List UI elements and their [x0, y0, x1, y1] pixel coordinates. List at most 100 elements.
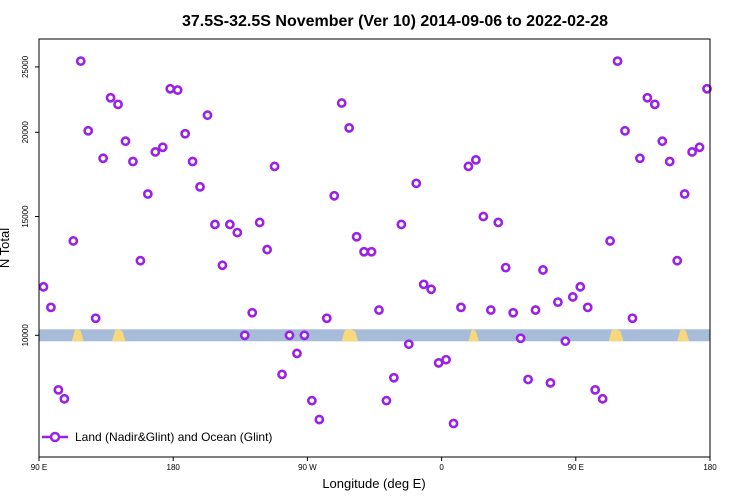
- data-point: [98, 153, 109, 164]
- x-tick-label: 90 E: [568, 463, 584, 472]
- data-point: [351, 231, 362, 242]
- land-patch: [71, 329, 84, 342]
- data-point: [515, 333, 526, 344]
- data-point: [202, 110, 213, 121]
- x-axis: 90 E 180 90 W 0 90 E 180: [31, 457, 717, 472]
- data-point: [120, 136, 131, 147]
- data-point: [75, 56, 86, 67]
- data-point: [254, 217, 265, 228]
- data-point: [172, 85, 183, 95]
- data-point: [329, 190, 340, 201]
- data-point: [664, 156, 675, 167]
- data-point: [545, 377, 556, 388]
- plot-frame: [38, 38, 711, 458]
- data-point: [411, 178, 422, 189]
- data-point: [336, 98, 347, 108]
- x-tick-label: 180: [167, 463, 181, 472]
- land-patch: [112, 329, 126, 342]
- x-tick-label: 90 W: [298, 463, 317, 472]
- data-point: [232, 227, 243, 238]
- data-point: [694, 142, 705, 153]
- data-point: [269, 161, 280, 172]
- data-point: [105, 92, 116, 103]
- data-point: [470, 154, 481, 165]
- data-point: [575, 281, 586, 292]
- data-point: [627, 313, 638, 324]
- land-patch: [341, 329, 359, 342]
- data-point: [217, 260, 228, 271]
- data-point: [135, 255, 146, 266]
- ocean-band: [39, 329, 710, 342]
- land-patch: [677, 329, 690, 342]
- legend-marker: [49, 431, 61, 443]
- data-point: [224, 219, 235, 230]
- data-point: [448, 418, 459, 429]
- data-point: [306, 395, 317, 406]
- data-point: [46, 302, 56, 313]
- data-point: [508, 307, 519, 318]
- data-point: [292, 348, 302, 359]
- data-point: [560, 336, 571, 347]
- data-point: [649, 99, 660, 110]
- chart-title: 37.5S-32.5S November (Ver 10) 2014-09-06…: [182, 13, 608, 30]
- data-point: [530, 305, 541, 315]
- data-point: [523, 374, 533, 385]
- data-point: [90, 313, 101, 324]
- data-point: [567, 292, 578, 302]
- data-point: [59, 393, 70, 404]
- y-tick-label: 20000: [21, 121, 30, 144]
- data-point: [128, 156, 138, 167]
- data-point: [485, 305, 496, 315]
- data-point: [635, 153, 645, 164]
- data-point: [187, 156, 198, 167]
- y-axis: 10000 15000 20000 25000: [21, 55, 39, 346]
- data-point: [590, 384, 601, 395]
- data-point: [403, 339, 414, 350]
- data-point: [396, 219, 407, 230]
- data-point: [500, 262, 511, 273]
- data-point: [657, 136, 668, 147]
- legend: Land (Nadir&Glint) and Ocean (Glint): [42, 430, 272, 444]
- data-point: [672, 255, 683, 266]
- data-point: [68, 236, 79, 246]
- data-point: [359, 246, 369, 257]
- data-point: [277, 369, 287, 380]
- x-tick-label: 0: [439, 463, 444, 472]
- y-tick-label: 10000: [21, 324, 30, 347]
- data-point: [388, 372, 399, 383]
- data-point: [620, 125, 630, 136]
- data-point: [478, 211, 489, 222]
- data-point: [553, 297, 563, 308]
- data-point: [239, 330, 250, 341]
- data-point: [687, 147, 698, 157]
- y-tick-label: 15000: [21, 205, 30, 228]
- data-point: [679, 189, 690, 199]
- data-point: [456, 302, 466, 313]
- land-patch: [608, 329, 624, 342]
- data-point: [426, 284, 437, 295]
- land-patch: [468, 329, 479, 342]
- data-point: [418, 279, 429, 290]
- data-point: [381, 395, 392, 406]
- data-point: [113, 99, 123, 110]
- data-point: [612, 56, 623, 67]
- data-point: [374, 305, 384, 315]
- data-point: [321, 313, 332, 324]
- legend-label: Land (Nadir&Glint) and Ocean (Glint): [75, 430, 272, 444]
- data-point: [441, 354, 451, 365]
- x-tick-label: 90 E: [31, 463, 47, 472]
- data-point: [493, 217, 504, 228]
- data-point: [38, 281, 49, 292]
- data-point: [538, 265, 548, 275]
- data-point: [142, 189, 153, 199]
- data-point: [642, 92, 653, 103]
- data-point: [433, 358, 444, 368]
- data-point: [180, 128, 191, 139]
- data-points: [38, 56, 712, 429]
- data-point: [605, 236, 615, 246]
- data-point: [299, 330, 310, 341]
- data-point: [344, 123, 355, 133]
- data-point: [314, 414, 325, 425]
- x-axis-label: Longitude (deg E): [322, 476, 425, 491]
